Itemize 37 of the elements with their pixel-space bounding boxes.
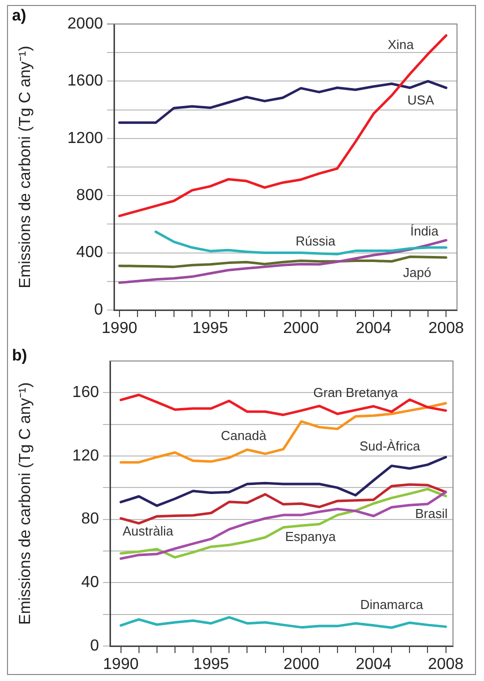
y-tick-label: 800	[76, 187, 104, 204]
y-tick-label: 120	[72, 447, 100, 464]
series-label: Sud-Àfrica	[359, 438, 421, 454]
series-label: USA	[407, 92, 434, 108]
series-label: Japó	[402, 264, 432, 280]
y-tick-label: 1200	[67, 130, 104, 147]
x-tick-label: 2004	[356, 320, 392, 338]
y-tick-label: 400	[76, 244, 104, 262]
y-axis-title: Emissions de carboni (Tg C any⁻¹)	[17, 382, 34, 625]
series-label: Canadà	[220, 428, 268, 444]
x-tick-label: 2008	[428, 656, 464, 674]
series-label: Dinamarca	[360, 597, 424, 612]
series-label: Xina	[388, 37, 415, 52]
series-label: Gran Bretanya	[313, 385, 399, 400]
y-axis-title: Emissions de carboni (Tg C any⁻¹)	[17, 46, 34, 288]
x-tick-label: 1995	[192, 320, 228, 338]
x-tick-label: 2004	[356, 656, 392, 674]
series-label: Espanya	[285, 529, 336, 544]
x-tick-label: 2000	[283, 320, 319, 338]
y-tick-label: 80	[81, 510, 100, 528]
y-tick-label: 160	[72, 384, 100, 402]
x-tick-label: 2008	[428, 320, 464, 338]
y-tick-label: 0	[90, 637, 100, 654]
x-tick-label: 1995	[193, 656, 229, 674]
y-tick-label: 2000	[67, 15, 104, 32]
y-tick-label: 0	[94, 301, 104, 318]
x-tick-label: 2000	[284, 656, 320, 674]
y-tick-label: 1600	[67, 72, 104, 90]
y-tick-label: 40	[81, 574, 100, 592]
series-label: Austràlia	[122, 523, 174, 538]
series-label: Índia	[410, 223, 440, 238]
x-tick-label: 1990	[102, 320, 138, 338]
series-label: Rússia	[296, 233, 336, 248]
series-label: Brasil	[415, 506, 448, 521]
chart-title: a)	[12, 7, 26, 24]
chart-title: b)	[12, 347, 28, 364]
x-tick-label: 1990	[103, 656, 139, 674]
